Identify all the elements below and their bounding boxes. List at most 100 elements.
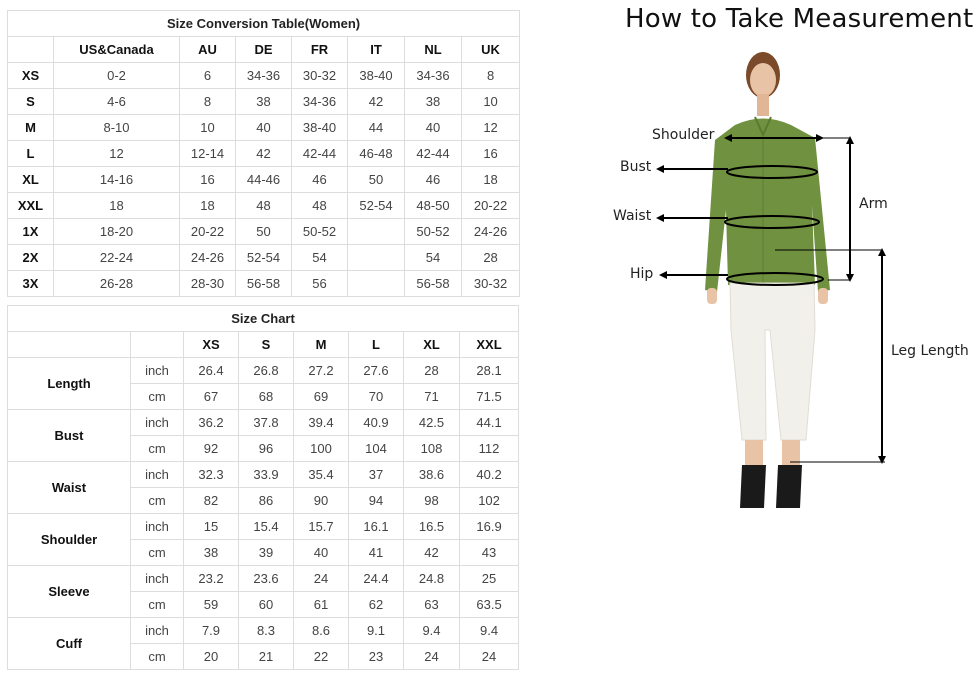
table-cell: 102 (458, 487, 520, 514)
table-cell: 41 (348, 539, 404, 566)
table-cell: 42-44 (291, 140, 348, 167)
table-cell: 40.9 (348, 409, 404, 436)
table-cell: 35.4 (293, 461, 349, 488)
table-cell: 46-48 (347, 140, 405, 167)
header-row: XS S M L XL XXL (7, 331, 520, 358)
table-cell: 24 (403, 643, 460, 670)
table-cell: 22-24 (53, 244, 180, 271)
table-row: Shoulder inch 15 15.4 15.7 16.1 16.5 16.9 (7, 513, 520, 566)
table-cell (347, 270, 405, 297)
table-cell: 26.8 (238, 357, 294, 384)
row-header: XXL (7, 192, 54, 219)
column-header: NL (404, 36, 462, 63)
column-header: XXL (458, 331, 520, 358)
table-title-row: Size Conversion Table(Women) (6, 10, 521, 37)
table-row: cm 38 39 40 41 42 43 (8, 539, 520, 566)
table-cell: 27.2 (293, 357, 349, 384)
column-header: IT (347, 36, 405, 63)
table-cell: 48-50 (404, 192, 462, 219)
table-cell: 33.9 (238, 461, 294, 488)
table-cell: 39 (238, 539, 294, 566)
table-row: 1X 18-20 20-22 50 50-52 50-52 24-26 (7, 218, 521, 245)
unit-cell: cm (130, 435, 184, 462)
table-cell: 24 (458, 643, 520, 670)
row-header: 2X (7, 244, 54, 271)
table-cell: 16.9 (458, 513, 520, 540)
table-cell: 54 (291, 244, 348, 271)
table-row: XXL 18 18 48 48 52-54 48-50 20-22 (7, 192, 521, 219)
table-cell: 20-22 (460, 192, 521, 219)
table-cell: 6 (179, 62, 236, 89)
table-cell: 36.2 (183, 409, 239, 436)
table-row: 3X 26-28 28-30 56-58 56 56-58 30-32 (7, 270, 521, 297)
table-cell: 15 (183, 513, 239, 540)
table-cell: 56 (291, 270, 348, 297)
table-cell: 59 (183, 591, 239, 618)
table-cell: 71.5 (458, 383, 520, 410)
head (750, 63, 776, 97)
table-row: L 12 12-14 42 42-44 46-48 42-44 16 (7, 140, 521, 167)
measure-name: Cuff (7, 617, 131, 670)
table-cell: 37 (348, 461, 404, 488)
measurement-title: How to Take Measurement (625, 4, 974, 34)
table-cell: 82 (183, 487, 239, 514)
table-cell: 23.2 (183, 565, 239, 592)
pants (729, 282, 816, 441)
table-cell: 20 (183, 643, 239, 670)
column-header: S (238, 331, 294, 358)
table-cell: 42 (347, 88, 405, 115)
table-cell: 30-32 (460, 270, 521, 297)
table-cell: 28 (460, 244, 521, 271)
table-title: Size Conversion Table(Women) (6, 10, 521, 37)
table-cell: 4-6 (53, 88, 180, 115)
column-header (7, 36, 54, 63)
label-arm: Arm (859, 196, 888, 212)
table-cell: 8.6 (293, 617, 349, 644)
table-row: cm 82 86 90 94 98 102 (8, 487, 520, 514)
table-cell: 68 (238, 383, 294, 410)
row-header: S (7, 88, 54, 115)
label-hip: Hip (630, 266, 654, 282)
table-row: Sleeve inch 23.2 23.6 24 24.4 24.8 25 (7, 565, 520, 618)
table-cell: 50 (347, 166, 405, 193)
label-bust: Bust (620, 159, 652, 175)
table-cell: 16 (460, 140, 521, 167)
table-cell: 38-40 (347, 62, 405, 89)
shirt (705, 118, 830, 292)
table-cell: 50-52 (404, 218, 462, 245)
table-cell: 38.6 (403, 461, 460, 488)
table-cell: 10 (460, 88, 521, 115)
table-cell: 42.5 (403, 409, 460, 436)
label-leg-length: Leg Length (891, 343, 969, 359)
table-cell: 0-2 (53, 62, 180, 89)
table-row: Waist inch 32.3 33.9 35.4 37 38.6 40.2 (7, 461, 520, 514)
table-cell: 18 (460, 166, 521, 193)
table-cell: 24-26 (460, 218, 521, 245)
table-cell: 16.1 (348, 513, 404, 540)
table-cell: 26-28 (53, 270, 180, 297)
row-header: L (7, 140, 54, 167)
table-cell: 60 (238, 591, 294, 618)
table-cell: 38 (183, 539, 239, 566)
size-conversion-table: Size Conversion Table(Women) US&Canada AU D… (6, 10, 521, 297)
row-header: 3X (7, 270, 54, 297)
table-row: cm 20 21 22 23 24 24 (8, 643, 520, 670)
table-cell: 28-30 (179, 270, 236, 297)
table-cell: 24 (293, 565, 349, 592)
table-cell: 39.4 (293, 409, 349, 436)
unit-cell: inch (130, 357, 184, 384)
table-cell: 8 (179, 88, 236, 115)
table-cell: 38 (404, 88, 462, 115)
table-cell: 40 (404, 114, 462, 141)
measure-name: Waist (7, 461, 131, 514)
unit-cell: inch (130, 617, 184, 644)
unit-cell: cm (130, 643, 184, 670)
table-cell: 25 (458, 565, 520, 592)
column-header: AU (179, 36, 236, 63)
table-cell: 44.1 (458, 409, 520, 436)
table-cell: 56-58 (235, 270, 292, 297)
table-cell: 40 (235, 114, 292, 141)
table-cell: 14-16 (53, 166, 180, 193)
table-cell: 62 (348, 591, 404, 618)
table-cell: 26.4 (183, 357, 239, 384)
